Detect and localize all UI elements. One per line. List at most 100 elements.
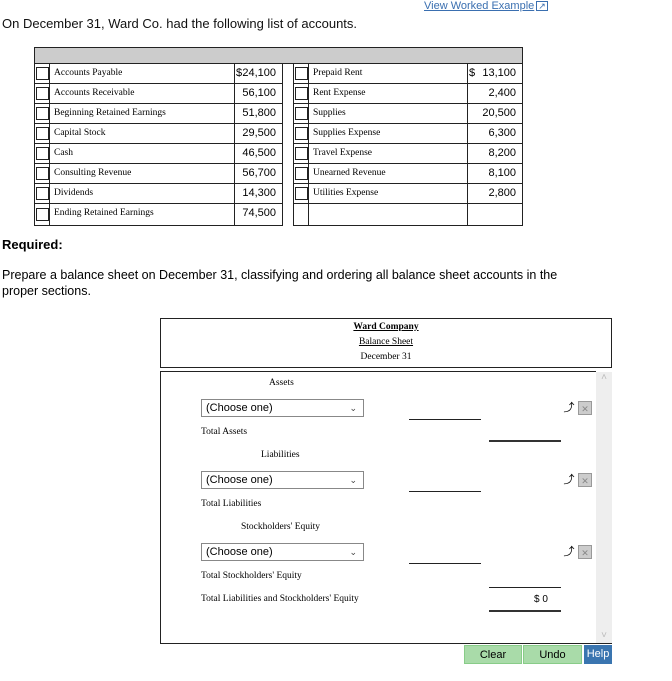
total-liabilities-equity-value: $ 0 bbox=[534, 594, 548, 605]
accounts-table-left: Accounts Payable $24,100 Accounts Receiv… bbox=[34, 63, 283, 226]
statement-title: Balance Sheet bbox=[358, 337, 414, 347]
company-name: Ward Company bbox=[353, 322, 419, 332]
account-value: 56,100 bbox=[235, 84, 282, 103]
account-row: Travel Expense 8,200 bbox=[294, 144, 522, 164]
delete-row-icon[interactable]: ✕ bbox=[578, 401, 592, 415]
account-name: Ending Retained Earnings bbox=[50, 204, 235, 225]
account-name bbox=[309, 204, 468, 225]
total-liabilities-equity-label: Total Liabilities and Stockholders' Equi… bbox=[201, 594, 359, 604]
account-row: Unearned Revenue 8,100 bbox=[294, 164, 522, 184]
account-checkbox[interactable] bbox=[35, 64, 50, 83]
account-name: Dividends bbox=[50, 184, 235, 203]
account-row: Capital Stock 29,500 bbox=[35, 124, 282, 144]
amount: 8,100 bbox=[488, 167, 516, 179]
account-checkbox[interactable] bbox=[294, 124, 309, 143]
clear-button[interactable]: Clear bbox=[464, 645, 522, 664]
account-name: Prepaid Rent bbox=[309, 64, 468, 83]
account-row: Utilities Expense 2,800 bbox=[294, 184, 522, 204]
total-assets-label: Total Assets bbox=[201, 427, 248, 437]
account-row: Supplies Expense 6,300 bbox=[294, 124, 522, 144]
amount: 8,200 bbox=[488, 147, 516, 159]
account-value: 8,200 bbox=[468, 144, 522, 163]
liabilities-account-select[interactable]: (Choose one) ⌄ bbox=[201, 471, 364, 489]
account-checkbox[interactable] bbox=[294, 84, 309, 103]
total-assets-field bbox=[489, 440, 561, 442]
account-row: Rent Expense 2,400 bbox=[294, 84, 522, 104]
delete-row-icon[interactable]: ✕ bbox=[578, 545, 592, 559]
amount: 14,300 bbox=[242, 187, 276, 199]
amount: 13,100 bbox=[482, 67, 516, 79]
view-worked-example-text[interactable]: View Worked Example bbox=[424, 0, 535, 12]
intro-text: On December 31, Ward Co. had the followi… bbox=[2, 16, 358, 31]
add-row-icon[interactable]: ⤴ bbox=[563, 474, 575, 486]
account-checkbox[interactable] bbox=[35, 84, 50, 103]
account-value bbox=[468, 204, 522, 225]
account-checkbox[interactable] bbox=[35, 104, 50, 123]
scroll-down-icon[interactable]: ˅ bbox=[601, 630, 607, 641]
account-checkbox[interactable] bbox=[35, 144, 50, 163]
equity-account-select[interactable]: (Choose one) ⌄ bbox=[201, 543, 364, 561]
account-row: Accounts Payable $24,100 bbox=[35, 64, 282, 84]
account-name: Supplies Expense bbox=[309, 124, 468, 143]
account-value: 8,100 bbox=[468, 164, 522, 183]
account-row: Ending Retained Earnings 74,500 bbox=[35, 204, 282, 225]
account-name: Utilities Expense bbox=[309, 184, 468, 203]
account-name: Accounts Receivable bbox=[50, 84, 235, 103]
account-name: Capital Stock bbox=[50, 124, 235, 143]
account-checkbox[interactable] bbox=[294, 184, 309, 203]
statement-date: December 31 bbox=[360, 352, 412, 362]
account-checkbox[interactable] bbox=[35, 184, 50, 203]
delete-row-icon[interactable]: ✕ bbox=[578, 473, 592, 487]
account-name: Rent Expense bbox=[309, 84, 468, 103]
help-button[interactable]: Help bbox=[584, 645, 612, 664]
account-name: Accounts Payable bbox=[50, 64, 235, 83]
amount: 74,500 bbox=[242, 207, 276, 219]
account-checkbox[interactable] bbox=[35, 164, 50, 183]
account-checkbox[interactable] bbox=[35, 204, 50, 225]
add-row-icon[interactable]: ⤴ bbox=[563, 402, 575, 414]
account-name: Beginning Retained Earnings bbox=[50, 104, 235, 123]
account-row bbox=[294, 204, 522, 225]
account-row: Dividends 14,300 bbox=[35, 184, 282, 204]
equity-total-line bbox=[489, 587, 561, 588]
total-equity-label: Total Stockholders' Equity bbox=[201, 571, 302, 581]
assets-heading: Assets bbox=[269, 378, 294, 388]
liabilities-heading: Liabilities bbox=[261, 450, 300, 460]
account-value: 29,500 bbox=[235, 124, 282, 143]
chevron-down-icon: ⌄ bbox=[349, 403, 357, 413]
account-checkbox[interactable] bbox=[35, 124, 50, 143]
chevron-down-icon: ⌄ bbox=[349, 475, 357, 485]
liabilities-amount-input[interactable] bbox=[409, 491, 481, 492]
account-checkbox[interactable] bbox=[294, 64, 309, 83]
required-heading: Required: bbox=[2, 237, 63, 252]
account-row: Prepaid Rent $13,100 bbox=[294, 64, 522, 84]
account-checkbox[interactable] bbox=[294, 144, 309, 163]
accounts-table-right: Prepaid Rent $13,100 Rent Expense 2,400 … bbox=[293, 63, 523, 226]
account-value: 2,800 bbox=[468, 184, 522, 203]
assets-amount-input[interactable] bbox=[409, 419, 481, 420]
amount: 56,700 bbox=[242, 167, 276, 179]
amount: 29,500 bbox=[242, 127, 276, 139]
view-worked-example-link[interactable]: View Worked Example ↗ bbox=[424, 0, 548, 12]
add-row-icon[interactable]: ⤴ bbox=[563, 546, 575, 558]
scroll-up-icon[interactable]: ˄ bbox=[601, 372, 607, 383]
account-value: 74,500 bbox=[235, 204, 282, 225]
account-checkbox[interactable] bbox=[294, 164, 309, 183]
account-name: Travel Expense bbox=[309, 144, 468, 163]
amount: 24,100 bbox=[242, 67, 276, 79]
select-value: (Choose one) bbox=[206, 474, 273, 486]
assets-account-select[interactable]: (Choose one) ⌄ bbox=[201, 399, 364, 417]
account-value: 46,500 bbox=[235, 144, 282, 163]
amount: 56,100 bbox=[242, 87, 276, 99]
total-liabilities-label: Total Liabilities bbox=[201, 499, 262, 509]
equity-amount-input[interactable] bbox=[409, 563, 481, 564]
account-row: Cash 46,500 bbox=[35, 144, 282, 164]
account-row: Supplies 20,500 bbox=[294, 104, 522, 124]
instructions: Prepare a balance sheet on December 31, … bbox=[2, 268, 558, 298]
scrollbar[interactable]: ˄ ˅ bbox=[596, 372, 612, 644]
account-name: Consulting Revenue bbox=[50, 164, 235, 183]
account-checkbox[interactable] bbox=[294, 104, 309, 123]
undo-button[interactable]: Undo bbox=[523, 645, 582, 664]
account-name: Supplies bbox=[309, 104, 468, 123]
account-value: $24,100 bbox=[235, 64, 282, 83]
